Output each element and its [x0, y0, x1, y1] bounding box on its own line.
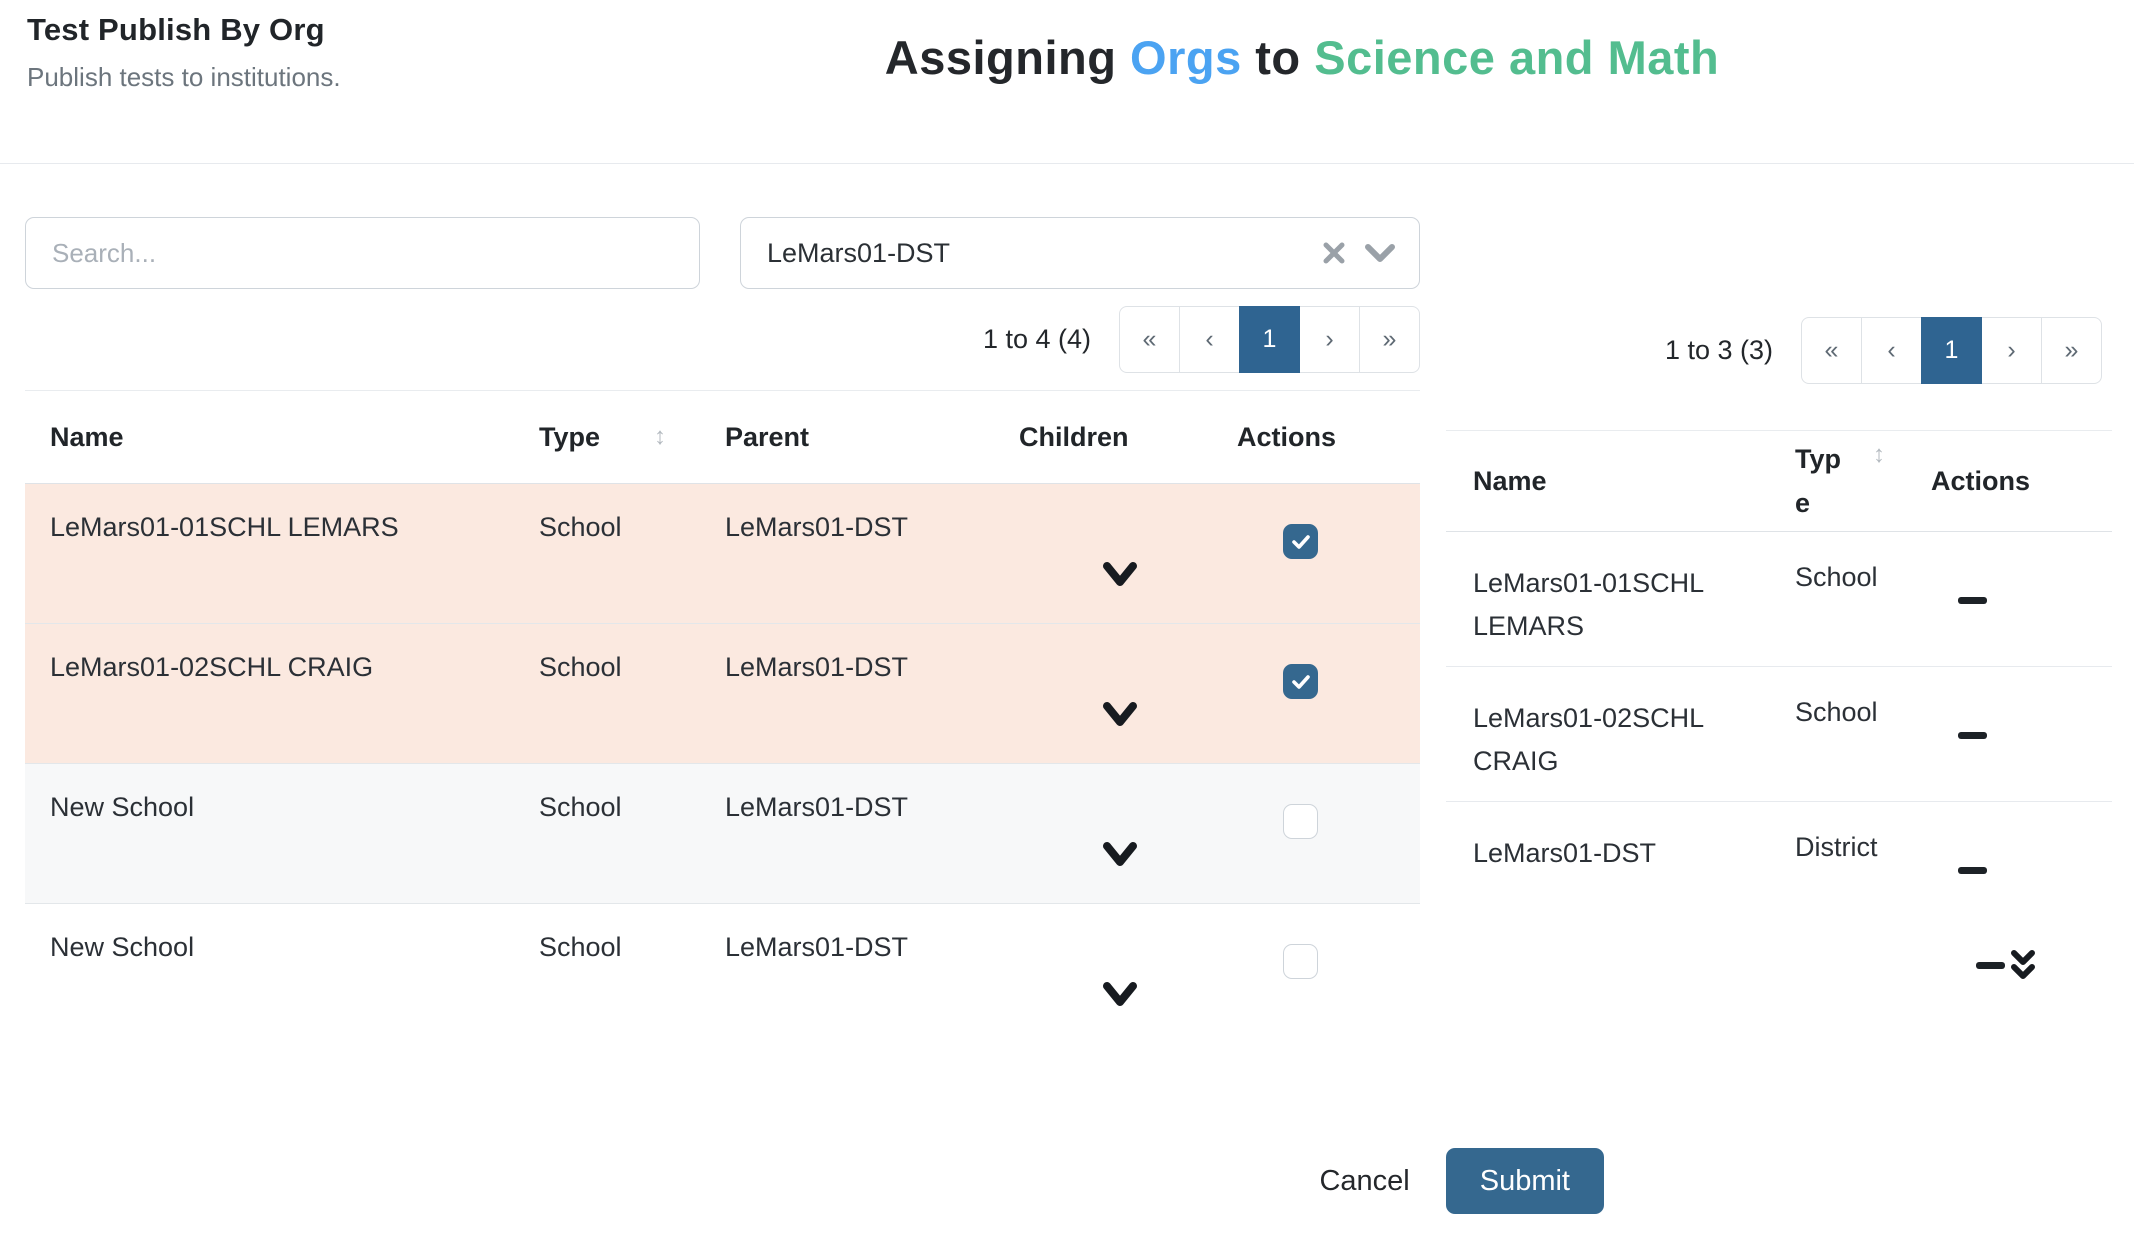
- org-type: School: [1795, 697, 1878, 727]
- assigned-orgs-panel: 1 to 3 (3) « ‹ 1 › » Name Type ↕ Actions…: [1446, 164, 2134, 1044]
- last-page-button[interactable]: »: [1359, 306, 1420, 373]
- heading-to: to: [1255, 31, 1301, 84]
- col-header-name: Name: [1473, 465, 1547, 496]
- expand-all-control[interactable]: [1976, 945, 2112, 985]
- first-page-button[interactable]: «: [1801, 317, 1862, 384]
- org-type: School: [539, 512, 622, 542]
- table-row: LeMars01-01SCHL LEMARS School LeMars01-D…: [25, 484, 1420, 624]
- org-type: District: [1795, 832, 1878, 862]
- col-header-children: Children: [1019, 421, 1129, 452]
- orgs-table: Name Type ↕ Parent Children Actions LeMa…: [25, 390, 1420, 1044]
- left-pagination-summary: 1 to 4 (4): [982, 324, 1091, 354]
- org-name: LeMars01-DST: [1473, 838, 1657, 868]
- assigned-orgs-table: Name Type ↕ Actions LeMars01-01SCHL LEMA…: [1446, 430, 2112, 985]
- assigned-table-header: Name Type ↕ Actions: [1446, 431, 2112, 532]
- heading-target: Science and Math: [1314, 31, 1720, 84]
- assign-checkbox[interactable]: [1283, 944, 1318, 979]
- table-row: LeMars01-01SCHL LEMARS School: [1446, 532, 2112, 667]
- org-name: LeMars01-01SCHL LEMARS: [50, 512, 399, 542]
- heading-assigning: Assigning: [884, 31, 1117, 84]
- col-header-actions: Actions: [1237, 421, 1337, 452]
- filter-controls: LeMars01-DST: [25, 217, 1420, 289]
- table-row: New School School LeMars01-DST: [25, 764, 1420, 904]
- next-page-button[interactable]: ›: [1981, 317, 2042, 384]
- first-page-button[interactable]: «: [1119, 306, 1180, 373]
- org-name: New School: [50, 792, 195, 822]
- search-input[interactable]: [25, 217, 700, 289]
- remove-org-icon[interactable]: [1958, 867, 1987, 874]
- table-row: LeMars01-02SCHL CRAIG School: [1446, 667, 2112, 802]
- right-pagination: 1 to 3 (3) « ‹ 1 › »: [1446, 317, 2102, 384]
- org-name: LeMars01-02SCHL CRAIG: [1473, 703, 1704, 776]
- expand-children-icon[interactable]: [1102, 946, 1138, 1044]
- assign-checkbox[interactable]: [1283, 524, 1318, 559]
- assignment-heading: Assigning Orgs to Science and Math: [470, 30, 2134, 85]
- org-name: LeMars01-01SCHL LEMARS: [1473, 568, 1704, 641]
- col-header-type-label: Type: [539, 421, 601, 452]
- clear-selection-icon[interactable]: [1321, 240, 1347, 266]
- col-header-name: Name: [50, 421, 124, 452]
- page-1-button[interactable]: 1: [1921, 317, 1982, 384]
- left-pager: « ‹ 1 › »: [1119, 306, 1420, 373]
- org-select[interactable]: LeMars01-DST: [740, 217, 1420, 289]
- col-header-type[interactable]: Type ↕: [1776, 437, 1921, 525]
- cancel-button[interactable]: Cancel: [1319, 1164, 1410, 1197]
- org-type: School: [539, 652, 622, 682]
- col-header-type-label: Type: [1795, 444, 1841, 518]
- page-header: Test Publish By Org Publish tests to ins…: [0, 0, 2134, 164]
- org-parent: LeMars01-DST: [725, 652, 909, 682]
- assign-checkbox[interactable]: [1283, 664, 1318, 699]
- table-row: LeMars01-02SCHL CRAIG School LeMars01-DS…: [25, 624, 1420, 764]
- right-pagination-summary: 1 to 3 (3): [1664, 335, 1773, 365]
- submit-button[interactable]: Submit: [1445, 1148, 1604, 1214]
- org-name: LeMars01-02SCHL CRAIG: [50, 652, 374, 682]
- double-chevron-down-icon: [2011, 950, 2035, 979]
- table-row: LeMars01-DST District: [1446, 802, 2112, 937]
- org-type: School: [1795, 562, 1878, 592]
- org-name: New School: [50, 932, 195, 962]
- remove-org-icon[interactable]: [1958, 732, 1987, 739]
- sort-icon[interactable]: ↕: [654, 423, 667, 450]
- orgs-table-header: Name Type ↕ Parent Children Actions: [25, 391, 1420, 484]
- page-subtitle: Publish tests to institutions.: [27, 62, 341, 92]
- org-parent: LeMars01-DST: [725, 792, 909, 822]
- right-pager: « ‹ 1 › »: [1801, 317, 2102, 384]
- table-row: New School School LeMars01-DST: [25, 904, 1420, 1044]
- org-parent: LeMars01-DST: [725, 512, 909, 542]
- org-picker-panel: LeMars01-DST 1 to 4 (4) « ‹ 1 › » Name: [25, 164, 1420, 1044]
- prev-page-button[interactable]: ‹: [1179, 306, 1240, 373]
- remove-org-icon[interactable]: [1958, 597, 1987, 604]
- main-content: LeMars01-DST 1 to 4 (4) « ‹ 1 › » Name: [0, 164, 2134, 1044]
- col-header-parent: Parent: [725, 421, 810, 452]
- col-header-type[interactable]: Type ↕: [539, 422, 725, 453]
- org-parent: LeMars01-DST: [725, 932, 909, 962]
- heading-orgs: Orgs: [1130, 31, 1242, 84]
- assign-checkbox[interactable]: [1283, 804, 1318, 839]
- sort-icon[interactable]: ↕: [1873, 441, 1885, 468]
- expand-children-icon[interactable]: [1102, 806, 1138, 903]
- org-select-value: LeMars01-DST: [767, 237, 951, 268]
- modal-footer: Cancel Submit: [0, 1148, 2134, 1214]
- left-pagination: 1 to 4 (4) « ‹ 1 › »: [25, 306, 1420, 373]
- expand-children-icon[interactable]: [1102, 526, 1138, 623]
- org-type: School: [539, 932, 622, 962]
- last-page-button[interactable]: »: [2041, 317, 2102, 384]
- expand-children-icon[interactable]: [1102, 666, 1138, 763]
- chevron-down-icon[interactable]: [1363, 241, 1397, 265]
- next-page-button[interactable]: ›: [1299, 306, 1360, 373]
- org-type: School: [539, 792, 622, 822]
- page-1-button[interactable]: 1: [1239, 306, 1300, 373]
- prev-page-button[interactable]: ‹: [1861, 317, 1922, 384]
- col-header-actions: Actions: [1931, 465, 2031, 496]
- remove-all-icon: [1976, 961, 2005, 969]
- title-block: Test Publish By Org Publish tests to ins…: [27, 12, 341, 93]
- page-title: Test Publish By Org: [27, 12, 325, 47]
